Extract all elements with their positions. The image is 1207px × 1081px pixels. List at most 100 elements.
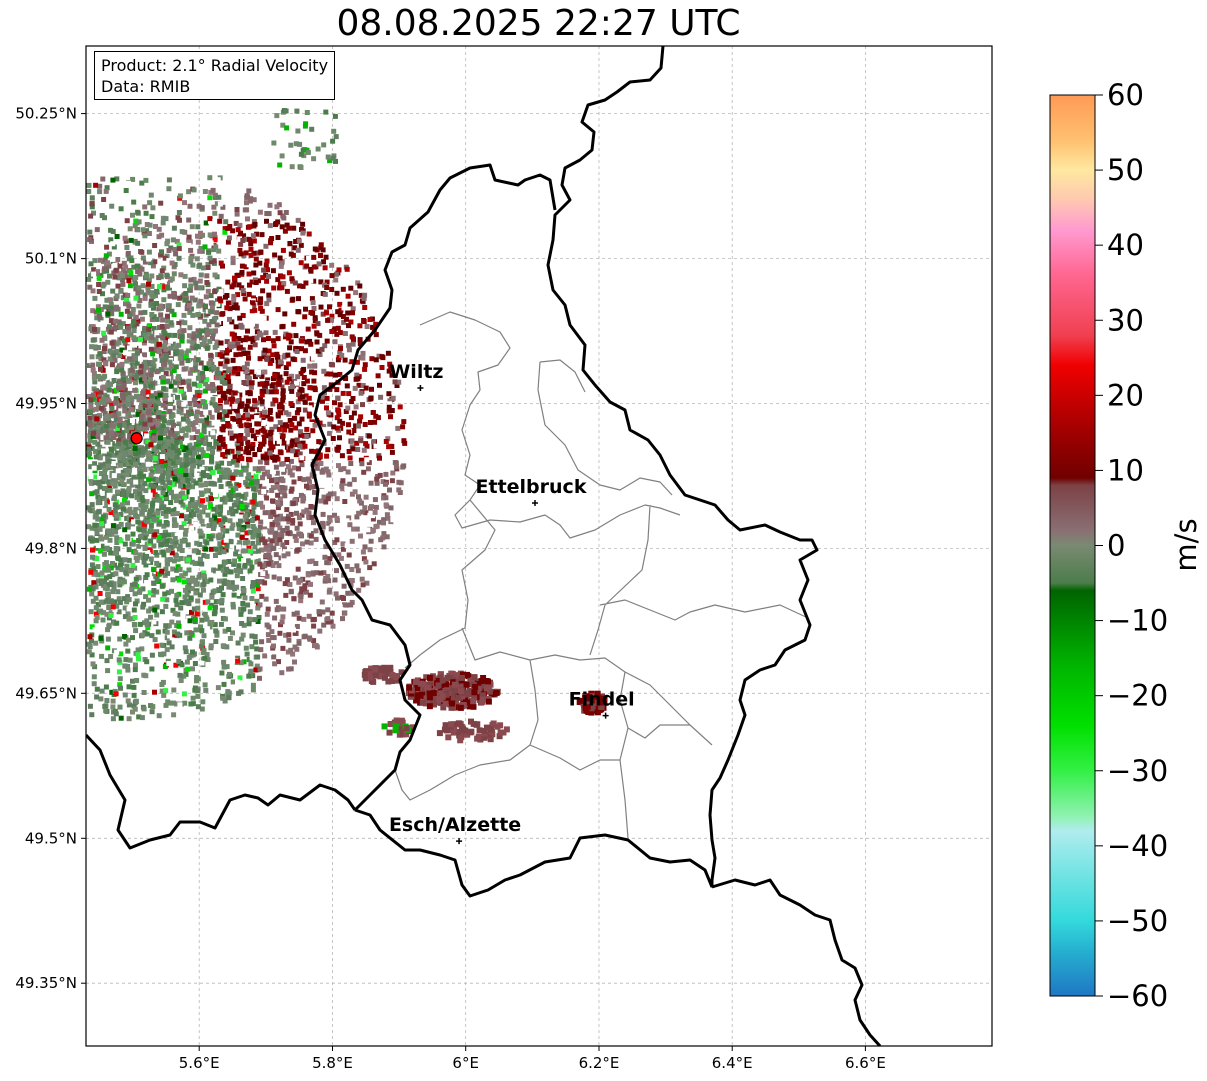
echo-pixel: [129, 258, 135, 264]
echo-pixel: [92, 439, 98, 445]
echo-pixel: [188, 259, 194, 265]
echo-pixel: [199, 518, 205, 524]
echo-pixel: [167, 557, 173, 563]
echo-pixel: [285, 530, 291, 536]
echo-pixel: [214, 339, 220, 345]
echo-pixel: [165, 475, 171, 481]
echo-pixel: [245, 328, 250, 334]
echo-pixel: [261, 350, 267, 356]
echo-pixel: [278, 622, 283, 628]
echo-pixel: [249, 279, 255, 285]
echo-pixel: [242, 595, 248, 601]
echo-pixel: [195, 631, 200, 637]
echo-pixel: [347, 301, 353, 307]
echo-pixel: [103, 708, 109, 714]
echo-pixel: [367, 512, 373, 518]
echo-pixel: [191, 276, 197, 282]
echo-pixel: [87, 433, 93, 439]
echo-pixel: [263, 330, 269, 336]
echo-pixel: [99, 653, 105, 659]
echo-pixel: [194, 323, 200, 329]
echo-pixel: [155, 477, 161, 483]
echo-pixel: [101, 197, 107, 202]
echo-pixel: [123, 641, 129, 647]
echo-pixel: [125, 648, 131, 654]
echo-pixel: [166, 258, 172, 264]
echo-pixel: [255, 537, 261, 542]
echo-pixel: [262, 369, 268, 375]
echo-pixel: [108, 198, 114, 204]
echo-pixel: [208, 328, 213, 334]
echo-pixel: [131, 264, 137, 270]
echo-pixel: [184, 350, 190, 356]
echo-pixel: [145, 447, 151, 453]
echo-pixel: [182, 320, 188, 326]
echo-pixel: [372, 419, 378, 425]
echo-pixel: [215, 301, 221, 307]
echo-pixel: [113, 571, 119, 577]
echo-pixel: [113, 691, 119, 697]
echo-pixel: [101, 448, 106, 454]
echo-pixel: [397, 490, 403, 495]
echo-pixel: [255, 586, 261, 592]
echo-pixel: [186, 237, 192, 243]
echo-pixel: [120, 433, 126, 439]
echo-pixel: [150, 500, 156, 506]
echo-pixel: [268, 514, 274, 519]
echo-pixel: [354, 440, 360, 446]
echo-pixel: [226, 379, 232, 385]
echo-pixel: [117, 459, 123, 465]
echo-pixel: [265, 632, 271, 638]
echo-pixel: [91, 210, 96, 216]
echo-pixel: [324, 560, 330, 566]
echo-pixel: [280, 461, 286, 467]
echo-pixel: [159, 454, 165, 460]
echo-pixel: [214, 322, 220, 328]
echo-pixel: [120, 321, 126, 327]
echo-pixel: [103, 361, 109, 367]
echo-pixel: [312, 422, 318, 428]
echo-pixel: [135, 647, 141, 653]
echo-pixel: [217, 201, 223, 207]
echo-pixel: [191, 606, 197, 612]
echo-pixel: [193, 501, 199, 507]
echo-pixel: [276, 378, 282, 384]
echo-pixel: [145, 284, 151, 290]
echo-pixel: [109, 689, 115, 695]
echo-pixel: [359, 461, 365, 467]
echo-pixel: [357, 418, 363, 424]
echo-pixel: [177, 702, 183, 708]
echo-pixel: [130, 176, 136, 182]
echo-pixel: [198, 246, 204, 251]
echo-pixel: [90, 433, 96, 439]
echo-pixel: [163, 702, 169, 708]
echo-pixel: [114, 369, 120, 375]
echo-pixel: [173, 552, 178, 558]
echo-pixel: [176, 321, 182, 326]
echo-pixel: [383, 471, 389, 477]
echo-pixel: [96, 578, 101, 584]
echo-pixel: [153, 224, 158, 229]
echo-pixel: [311, 306, 317, 311]
echo-pixel: [370, 410, 376, 415]
echo-pixel: [197, 528, 203, 534]
echo-pixel: [138, 405, 144, 410]
echo-pixel: [98, 599, 104, 605]
echo-pixel: [233, 635, 239, 641]
echo-pixel: [120, 456, 126, 462]
echo-pixel: [128, 450, 133, 456]
echo-pixel: [152, 532, 158, 538]
echo-pixel: [351, 410, 357, 416]
echo-pixel: [224, 339, 230, 345]
echo-pixel: [146, 477, 151, 483]
echo-pixel: [235, 497, 241, 503]
echo-pixel: [278, 450, 284, 456]
echo-pixel: [105, 645, 111, 651]
echo-pixel: [195, 605, 201, 611]
echo-pixel: [114, 348, 120, 354]
echo-pixel: [218, 260, 224, 266]
echo-pixel: [198, 624, 203, 630]
echo-pixel: [133, 489, 138, 495]
echo-pixel: [329, 273, 335, 279]
echo-pixel: [253, 262, 259, 268]
